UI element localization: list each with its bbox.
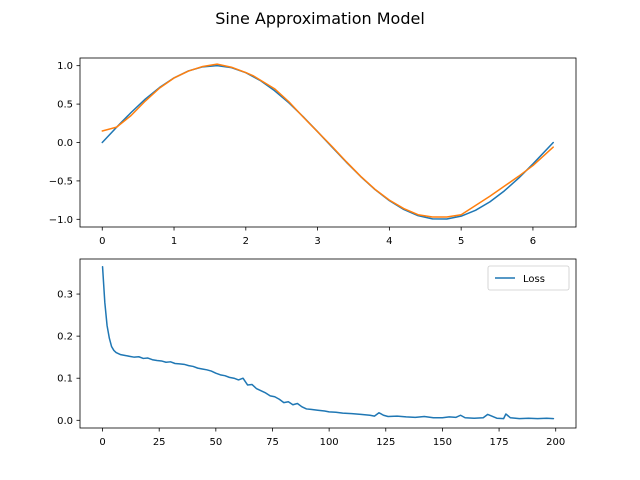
x-tick-label: 1 [171, 236, 177, 247]
y-tick-label: 0.0 [57, 416, 73, 427]
y-tick-label: 0.0 [57, 138, 73, 149]
x-tick-label: 150 [433, 437, 452, 448]
x-tick-label: 50 [209, 437, 222, 448]
axes-frame [79, 258, 577, 429]
x-tick-label: 3 [314, 236, 320, 247]
legend-label: Loss [523, 274, 545, 285]
y-tick-label: 0.3 [57, 290, 73, 301]
series-group [101, 265, 555, 420]
y-tick-label: −1.0 [49, 215, 73, 226]
x-tick-label: 25 [153, 437, 166, 448]
x-tick-label: 2 [243, 236, 249, 247]
y-tick-label: 0.5 [57, 100, 73, 111]
x-tick-label: 200 [546, 437, 565, 448]
series-line-2 [101, 63, 554, 218]
figure-title: Sine Approximation Model [215, 9, 425, 28]
x-tick-label: 5 [458, 236, 464, 247]
legend: Loss [487, 265, 570, 291]
x-tick-label: 175 [490, 437, 509, 448]
x-tick-label: 0 [99, 236, 105, 247]
series-group [101, 63, 554, 220]
y-tick-label: −0.5 [49, 176, 73, 187]
legend-box [487, 265, 570, 291]
x-tick-label: 0 [99, 437, 105, 448]
series-line-1 [101, 265, 555, 420]
x-tick-label: 75 [266, 437, 279, 448]
x-tick-label: 100 [320, 437, 339, 448]
x-tick-label: 6 [530, 236, 536, 247]
x-tick-label: 125 [376, 437, 395, 448]
bottom-axes: 0 25 50 75 100 125 150 175 200 0.0 0.1 0.2 0.3 Loss [57, 258, 577, 448]
x-tick-label: 4 [386, 236, 392, 247]
y-tick-label: 0.2 [57, 332, 73, 343]
y-tick-label: 1.0 [57, 61, 73, 72]
top-axes: 0 1 2 3 4 5 6 −1.0 −0.5 0.0 0.5 1.0 [49, 57, 577, 247]
y-tick-label: 0.1 [57, 374, 73, 385]
